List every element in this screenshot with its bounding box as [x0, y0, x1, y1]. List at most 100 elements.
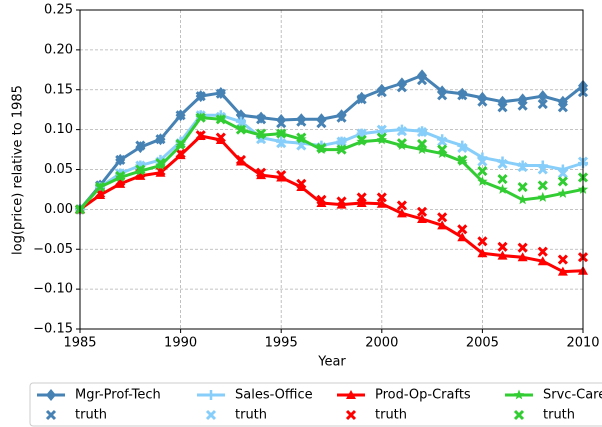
- x-marker: [477, 166, 488, 177]
- triangle-marker: [296, 182, 307, 192]
- diamond-marker: [276, 114, 287, 127]
- x-marker: [497, 241, 508, 252]
- x-marker: [396, 138, 407, 149]
- legend-label: truth: [235, 408, 267, 423]
- legend-label: truth: [375, 408, 407, 423]
- x-marker: [416, 206, 428, 217]
- x-marker: [155, 158, 166, 169]
- y-tick-label: 0.20: [44, 42, 73, 57]
- x-marker: [437, 136, 448, 147]
- x-marker: [215, 132, 226, 143]
- x-marker: [336, 144, 347, 155]
- x-marker: [557, 254, 568, 265]
- triangle-marker: [457, 232, 468, 242]
- series-line: [79, 134, 584, 274]
- x-marker: [396, 82, 407, 93]
- diamond-marker: [46, 389, 56, 401]
- x-marker: [437, 212, 448, 223]
- y-tick-label: 0.05: [44, 162, 73, 177]
- triangle-marker: [336, 199, 347, 209]
- x-marker: [396, 200, 407, 211]
- x-marker: [437, 90, 448, 101]
- x-marker: [497, 174, 508, 185]
- x-marker: [45, 409, 57, 421]
- x-tick-label: 1985: [63, 336, 96, 351]
- x-marker: [336, 196, 347, 207]
- x-marker: [276, 128, 287, 139]
- x-marker: [396, 126, 407, 137]
- legend-label: Mgr-Prof-Tech: [75, 388, 161, 403]
- star-marker: [497, 183, 508, 194]
- x-marker: [115, 170, 126, 181]
- y-tick-label: 0.15: [44, 82, 73, 97]
- x-marker: [497, 158, 508, 169]
- triangle-marker: [396, 208, 407, 218]
- x-marker: [356, 94, 367, 105]
- x-marker: [205, 409, 217, 421]
- x-marker: [517, 242, 528, 253]
- star-marker: [416, 144, 428, 154]
- x-marker: [296, 178, 307, 189]
- x-marker: [95, 181, 106, 193]
- x-marker: [517, 100, 528, 111]
- x-marker: [537, 164, 548, 175]
- x-marker: [477, 236, 488, 247]
- x-marker: [416, 138, 428, 150]
- triangle-marker: [356, 197, 367, 207]
- x-marker: [477, 96, 488, 107]
- y-axis-label: log(price) relative to 1985: [11, 85, 26, 255]
- triangle-marker: [376, 198, 387, 208]
- legend-label: truth: [75, 408, 107, 423]
- x-tick-label: 1990: [164, 336, 197, 351]
- x-marker: [175, 148, 186, 159]
- x-marker: [513, 409, 525, 421]
- plus-marker: [206, 390, 216, 400]
- x-marker: [376, 87, 387, 98]
- legend-label: Srvc-Care: [543, 388, 602, 403]
- x-marker: [537, 180, 548, 191]
- x-marker: [376, 124, 387, 135]
- star-marker: [513, 389, 525, 400]
- y-tick-label: 0.10: [44, 122, 73, 137]
- y-tick-label: −0.05: [33, 242, 73, 257]
- x-marker: [175, 138, 186, 150]
- x-marker: [457, 154, 468, 165]
- x-marker: [215, 88, 226, 99]
- x-marker: [457, 90, 468, 101]
- y-tick-label: −0.10: [33, 282, 73, 297]
- x-marker: [276, 118, 287, 129]
- legend-label: Prod-Op-Crafts: [375, 388, 471, 403]
- triangle-marker: [346, 390, 356, 399]
- x-marker: [557, 176, 568, 187]
- triangle-marker: [557, 266, 568, 276]
- x-tick-label: 2005: [466, 336, 499, 351]
- x-marker: [215, 114, 226, 125]
- x-marker: [416, 126, 428, 138]
- triangle-marker: [477, 248, 488, 258]
- triangle-marker: [497, 250, 508, 260]
- x-marker: [276, 170, 287, 181]
- x-marker: [336, 112, 347, 123]
- x-marker: [296, 132, 307, 143]
- x-axis-label: Year: [317, 355, 346, 370]
- x-marker: [316, 142, 327, 154]
- triangle-marker: [517, 252, 528, 262]
- triangle-marker: [537, 256, 548, 266]
- x-marker: [376, 192, 387, 203]
- x-marker: [316, 118, 327, 129]
- x-marker: [336, 136, 347, 147]
- x-marker: [517, 162, 528, 173]
- x-marker: [256, 128, 267, 139]
- x-marker: [135, 140, 146, 151]
- triangle-marker: [417, 213, 428, 223]
- x-tick-label: 2000: [365, 336, 398, 351]
- y-tick-label: −0.15: [33, 322, 73, 337]
- x-marker: [517, 181, 528, 193]
- x-marker: [477, 156, 488, 167]
- star-marker: [477, 176, 488, 186]
- x-marker: [235, 124, 247, 135]
- y-tick-label: 0.25: [44, 3, 73, 18]
- diamond-marker: [537, 90, 548, 103]
- x-marker: [235, 154, 247, 165]
